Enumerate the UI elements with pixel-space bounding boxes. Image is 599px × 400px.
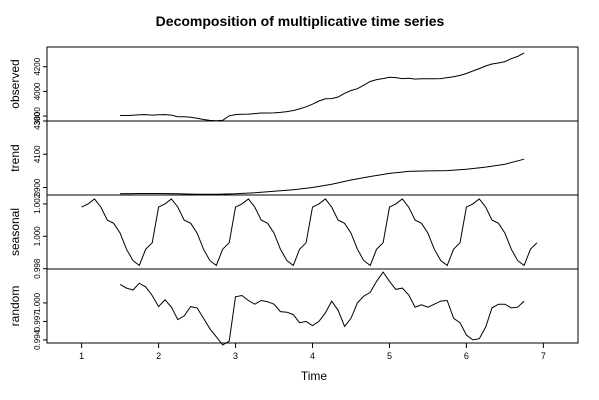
chart-title: Decomposition of multiplicative time ser… [156,13,445,29]
x-tick-label: 3 [233,351,238,361]
y-tick-label: 1.000 [33,292,42,313]
x-axis-label: Time [301,369,328,383]
trend-series-line [120,158,525,195]
y-tick-label: 1.002 [33,193,42,214]
panels: 3800 4000 4200 observed 3900 4100 4300 trend 0.9… [8,46,579,350]
y-axis-label-random: random [8,286,22,327]
seasonal-series-line [81,198,538,267]
observed-series-line [120,52,525,122]
panel-frame [46,268,579,344]
x-tick-label: 7 [541,351,546,361]
random-series-line [119,271,525,346]
y-axis-label-seasonal: seasonal [8,208,22,256]
y-tick-label: 4200 [33,57,42,75]
x-tick-label: 1 [79,351,84,361]
y-tick-label: 3800 [33,107,42,125]
y-tick-label: 0.994 [33,329,42,350]
x-tick-label: 5 [387,351,392,361]
y-axis-label-trend: trend [8,144,22,171]
y-tick-label: 4000 [33,82,42,100]
y-tick-label: 1.000 [33,226,42,247]
panel-frame [46,194,579,270]
panel-seasonal: 0.998 1.000 1.002 seasonal [8,193,579,279]
panel-observed: 3800 4000 4200 observed [8,46,579,125]
x-tick-label: 6 [464,351,469,361]
y-tick-label: 0.997 [33,311,42,332]
y-tick-label: 4300 [33,112,42,130]
x-axis: 1 2 3 4 5 6 7 [79,343,546,361]
panel-frame [46,46,579,122]
y-axis-label-observed: observed [8,59,22,108]
x-tick-label: 4 [310,351,315,361]
y-tick-label: 0.998 [33,258,42,279]
x-tick-label: 2 [156,351,161,361]
y-tick-label: 4100 [33,145,42,163]
y-tick-label: 3900 [33,178,42,196]
panel-trend: 3900 4100 4300 trend [8,112,579,196]
panel-frame [46,120,579,196]
